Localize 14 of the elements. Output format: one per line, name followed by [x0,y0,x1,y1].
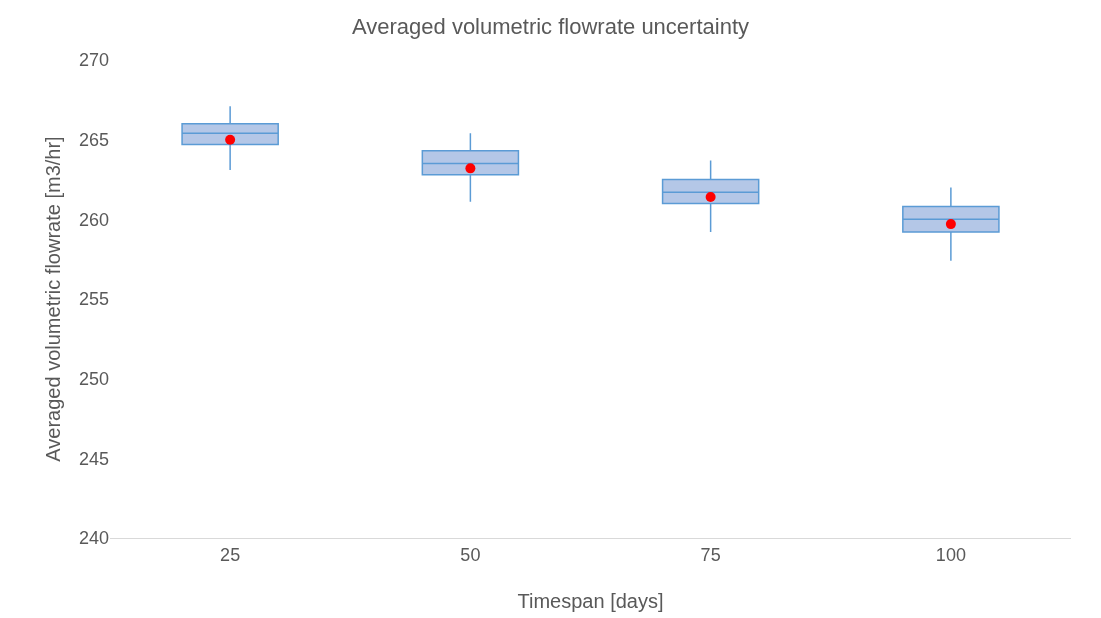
x-tick-label: 25 [220,544,241,565]
chart-title: Averaged volumetric flowrate uncertainty [351,13,750,39]
x-tick-label: 100 [935,544,966,565]
y-tick-label: 260 [78,209,109,230]
y-tick-label: 250 [78,368,109,389]
y-axis-title: Averaged volumetric flowrate [m3/hr] [42,136,64,462]
x-tick-label: 75 [700,544,721,565]
y-tick-label: 270 [78,50,109,71]
y-tick-label: 240 [78,528,109,549]
y-tick-label: 245 [78,448,109,469]
x-axis-title: Timespan [days] [517,590,664,612]
y-tick-label: 255 [78,289,109,310]
x-tick-label: 50 [460,544,481,565]
y-tick-label: 265 [78,129,109,150]
